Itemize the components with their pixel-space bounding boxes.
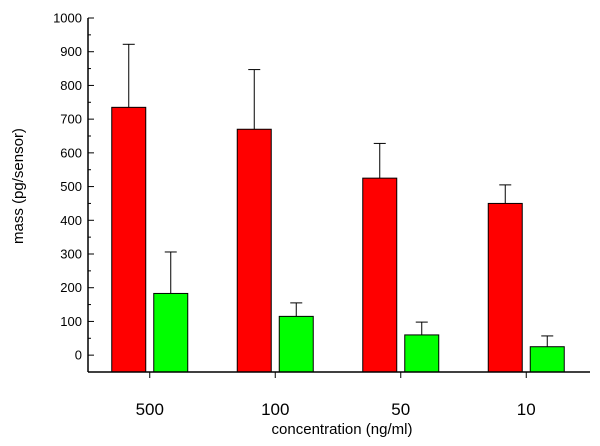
x-tick-label: 500 bbox=[136, 400, 164, 419]
y-tick-label: 100 bbox=[60, 314, 82, 329]
y-tick-label: 300 bbox=[60, 247, 82, 262]
x-tick-label: 50 bbox=[391, 400, 410, 419]
error-bars-layer bbox=[122, 43, 554, 347]
x-tick-label: 10 bbox=[517, 400, 536, 419]
bar bbox=[362, 177, 398, 373]
x-axis-title: concentration (ng/ml) bbox=[272, 421, 413, 438]
bar bbox=[236, 128, 272, 373]
bar bbox=[278, 315, 314, 373]
bar bbox=[111, 106, 147, 373]
y-tick-label: 1000 bbox=[53, 11, 82, 26]
x-tick-label: 100 bbox=[261, 400, 289, 419]
y-tick-label: 200 bbox=[60, 280, 82, 295]
bars-layer bbox=[111, 106, 565, 373]
bar bbox=[529, 346, 565, 373]
y-tick-label: 500 bbox=[60, 179, 82, 194]
y-tick-label: 400 bbox=[60, 213, 82, 228]
bar bbox=[487, 202, 523, 373]
bar bbox=[404, 334, 440, 373]
bar bbox=[153, 292, 189, 373]
y-tick-label: 600 bbox=[60, 145, 82, 160]
y-axis-title: mass (pg/sensor) bbox=[10, 128, 27, 244]
y-tick-label: 700 bbox=[60, 112, 82, 127]
axes-layer: 0 100 200 300 400 500 600 700 800 900 1000 500 100 50… bbox=[53, 11, 590, 419]
y-tick-label: 900 bbox=[60, 44, 82, 59]
y-tick-label: 0 bbox=[75, 348, 82, 363]
y-tick-label: 800 bbox=[60, 78, 82, 93]
